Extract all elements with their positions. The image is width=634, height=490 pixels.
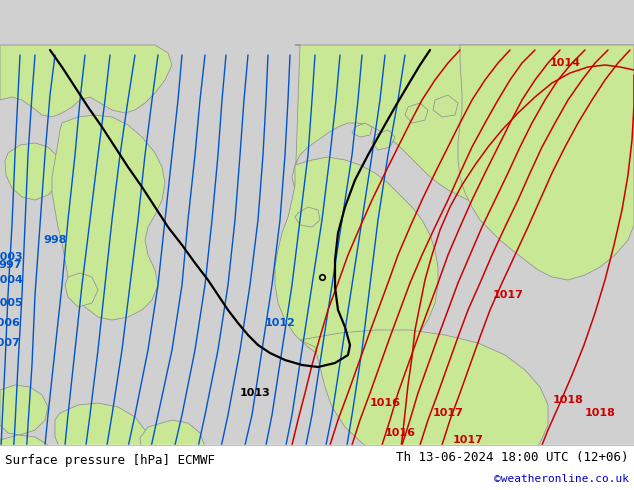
Text: 1012: 1012 — [264, 318, 295, 328]
Text: 1014: 1014 — [105, 458, 136, 468]
Text: 1013: 1013 — [240, 388, 270, 398]
Text: Th 13-06-2024 18:00 UTC (12+06): Th 13-06-2024 18:00 UTC (12+06) — [396, 451, 629, 464]
Text: 1016: 1016 — [370, 398, 401, 408]
Text: 1017: 1017 — [493, 290, 524, 300]
Text: 1005: 1005 — [0, 298, 23, 308]
Text: 1018: 1018 — [585, 408, 616, 418]
Text: 1006: 1006 — [0, 318, 20, 328]
Text: ©weatheronline.co.uk: ©weatheronline.co.uk — [494, 474, 629, 484]
Text: 1016: 1016 — [384, 428, 415, 438]
Text: 1003: 1003 — [0, 252, 23, 262]
Text: Surface pressure [hPa] ECMWF: Surface pressure [hPa] ECMWF — [5, 454, 215, 467]
Text: 1018: 1018 — [553, 395, 583, 405]
Text: 1017: 1017 — [453, 435, 484, 445]
Text: 1017: 1017 — [432, 408, 463, 418]
Text: 1007: 1007 — [0, 338, 20, 348]
Text: 1004: 1004 — [0, 275, 23, 285]
Text: 1015: 1015 — [283, 452, 313, 462]
Text: 997: 997 — [0, 260, 22, 270]
Bar — [0, 445, 634, 490]
Text: 998: 998 — [43, 235, 67, 245]
Text: 1014: 1014 — [550, 58, 581, 68]
